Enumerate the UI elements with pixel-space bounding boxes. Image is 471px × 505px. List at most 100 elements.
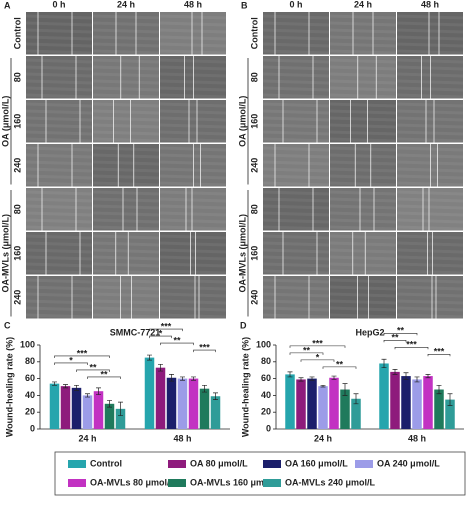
image-texture: [396, 35, 464, 41]
error-bar: [202, 384, 207, 393]
bar: [188, 378, 199, 429]
legend-label: OA-MVLs 80 μmol/L: [90, 477, 176, 487]
image-texture: [396, 58, 464, 64]
significance-bracket: [193, 349, 216, 353]
bar: [166, 377, 177, 429]
y-axis-label: Wound-healing rate (%): [240, 337, 250, 437]
image-texture: [262, 102, 330, 108]
image-texture: [329, 72, 397, 78]
image-texture: [262, 42, 330, 48]
wound-image: [397, 276, 463, 319]
error-bar: [213, 392, 218, 400]
y-axis-label: Wound-healing rate (%): [4, 337, 14, 437]
image-texture: [159, 211, 227, 217]
wound-image: [263, 12, 329, 55]
image-texture: [262, 306, 330, 312]
significance-bracket: [300, 359, 335, 362]
image-texture: [92, 86, 160, 92]
y-tick-label: 20: [25, 407, 35, 417]
image-texture: [159, 225, 227, 231]
image-texture: [396, 181, 464, 187]
wound-image: [330, 232, 396, 275]
image-texture: [262, 21, 330, 27]
image-texture: [396, 225, 464, 231]
image-texture: [25, 146, 93, 152]
image-texture: [396, 190, 464, 196]
legend-swatch: [168, 479, 186, 487]
significance-label: ***: [161, 321, 172, 331]
image-texture: [159, 278, 227, 284]
image-texture: [92, 93, 160, 99]
group-label: OA (μmol/L): [0, 96, 10, 147]
legend-label: OA-MVLs 160 μmol/L: [190, 477, 281, 487]
image-texture: [25, 248, 93, 254]
image-texture: [329, 299, 397, 305]
image-texture: [159, 28, 227, 34]
significance-bracket: [427, 353, 451, 357]
y-tick-label: 20: [261, 407, 271, 417]
bar: [390, 371, 400, 429]
image-texture: [159, 79, 227, 85]
error-bar: [331, 375, 337, 380]
legend-box: [54, 451, 466, 496]
error-bar: [447, 393, 453, 406]
image-texture: [329, 225, 397, 231]
wound-image: [330, 12, 396, 55]
image-texture: [329, 116, 397, 122]
image-texture: [396, 248, 464, 254]
row-label: 80: [249, 204, 259, 214]
image-texture: [396, 313, 464, 319]
wound-image: [330, 100, 396, 143]
image-texture: [396, 285, 464, 291]
significance-bracket: [160, 342, 194, 346]
image-texture: [25, 299, 93, 305]
image-texture: [329, 278, 397, 284]
image-texture: [329, 190, 397, 196]
image-texture: [329, 14, 397, 20]
image-texture: [159, 292, 227, 298]
significance-label: *: [316, 352, 320, 362]
column-label: 48 h: [421, 0, 439, 9]
wound-image: [263, 276, 329, 319]
error-bar: [392, 369, 398, 375]
image-texture: [25, 204, 93, 210]
wound-image: [26, 12, 92, 55]
chart-title: SMMC-7721: [110, 327, 161, 337]
image-texture: [25, 285, 93, 291]
bar: [285, 374, 295, 429]
legend-label: Control: [90, 458, 122, 468]
image-texture: [25, 65, 93, 71]
image-texture: [92, 21, 160, 27]
image-texture: [92, 65, 160, 71]
significance-label: **: [100, 369, 108, 379]
bar: [115, 408, 126, 429]
wound-image: [397, 12, 463, 55]
image-texture: [262, 292, 330, 298]
image-texture: [396, 42, 464, 48]
image-texture: [92, 160, 160, 166]
significance-label: ***: [434, 347, 445, 357]
bar: [177, 378, 188, 429]
image-texture: [159, 204, 227, 210]
error-bar: [180, 376, 185, 381]
legend-swatch: [355, 460, 373, 468]
image-texture: [262, 204, 330, 210]
image-texture: [159, 174, 227, 180]
image-texture: [25, 262, 93, 268]
image-texture: [92, 248, 160, 254]
bar: [351, 398, 361, 429]
panel-letter: A: [4, 0, 11, 10]
image-texture: [25, 181, 93, 187]
error-bar: [320, 384, 326, 388]
image-texture: [92, 285, 160, 291]
wound-image: [330, 144, 396, 187]
error-bar: [287, 371, 293, 378]
panel-letter: D: [240, 320, 247, 330]
chart-title: HepG2: [355, 327, 384, 337]
image-texture: [92, 109, 160, 115]
image-texture: [262, 93, 330, 99]
error-bar: [381, 358, 387, 369]
image-texture: [92, 313, 160, 319]
image-texture: [262, 14, 330, 20]
image-texture: [25, 197, 93, 203]
